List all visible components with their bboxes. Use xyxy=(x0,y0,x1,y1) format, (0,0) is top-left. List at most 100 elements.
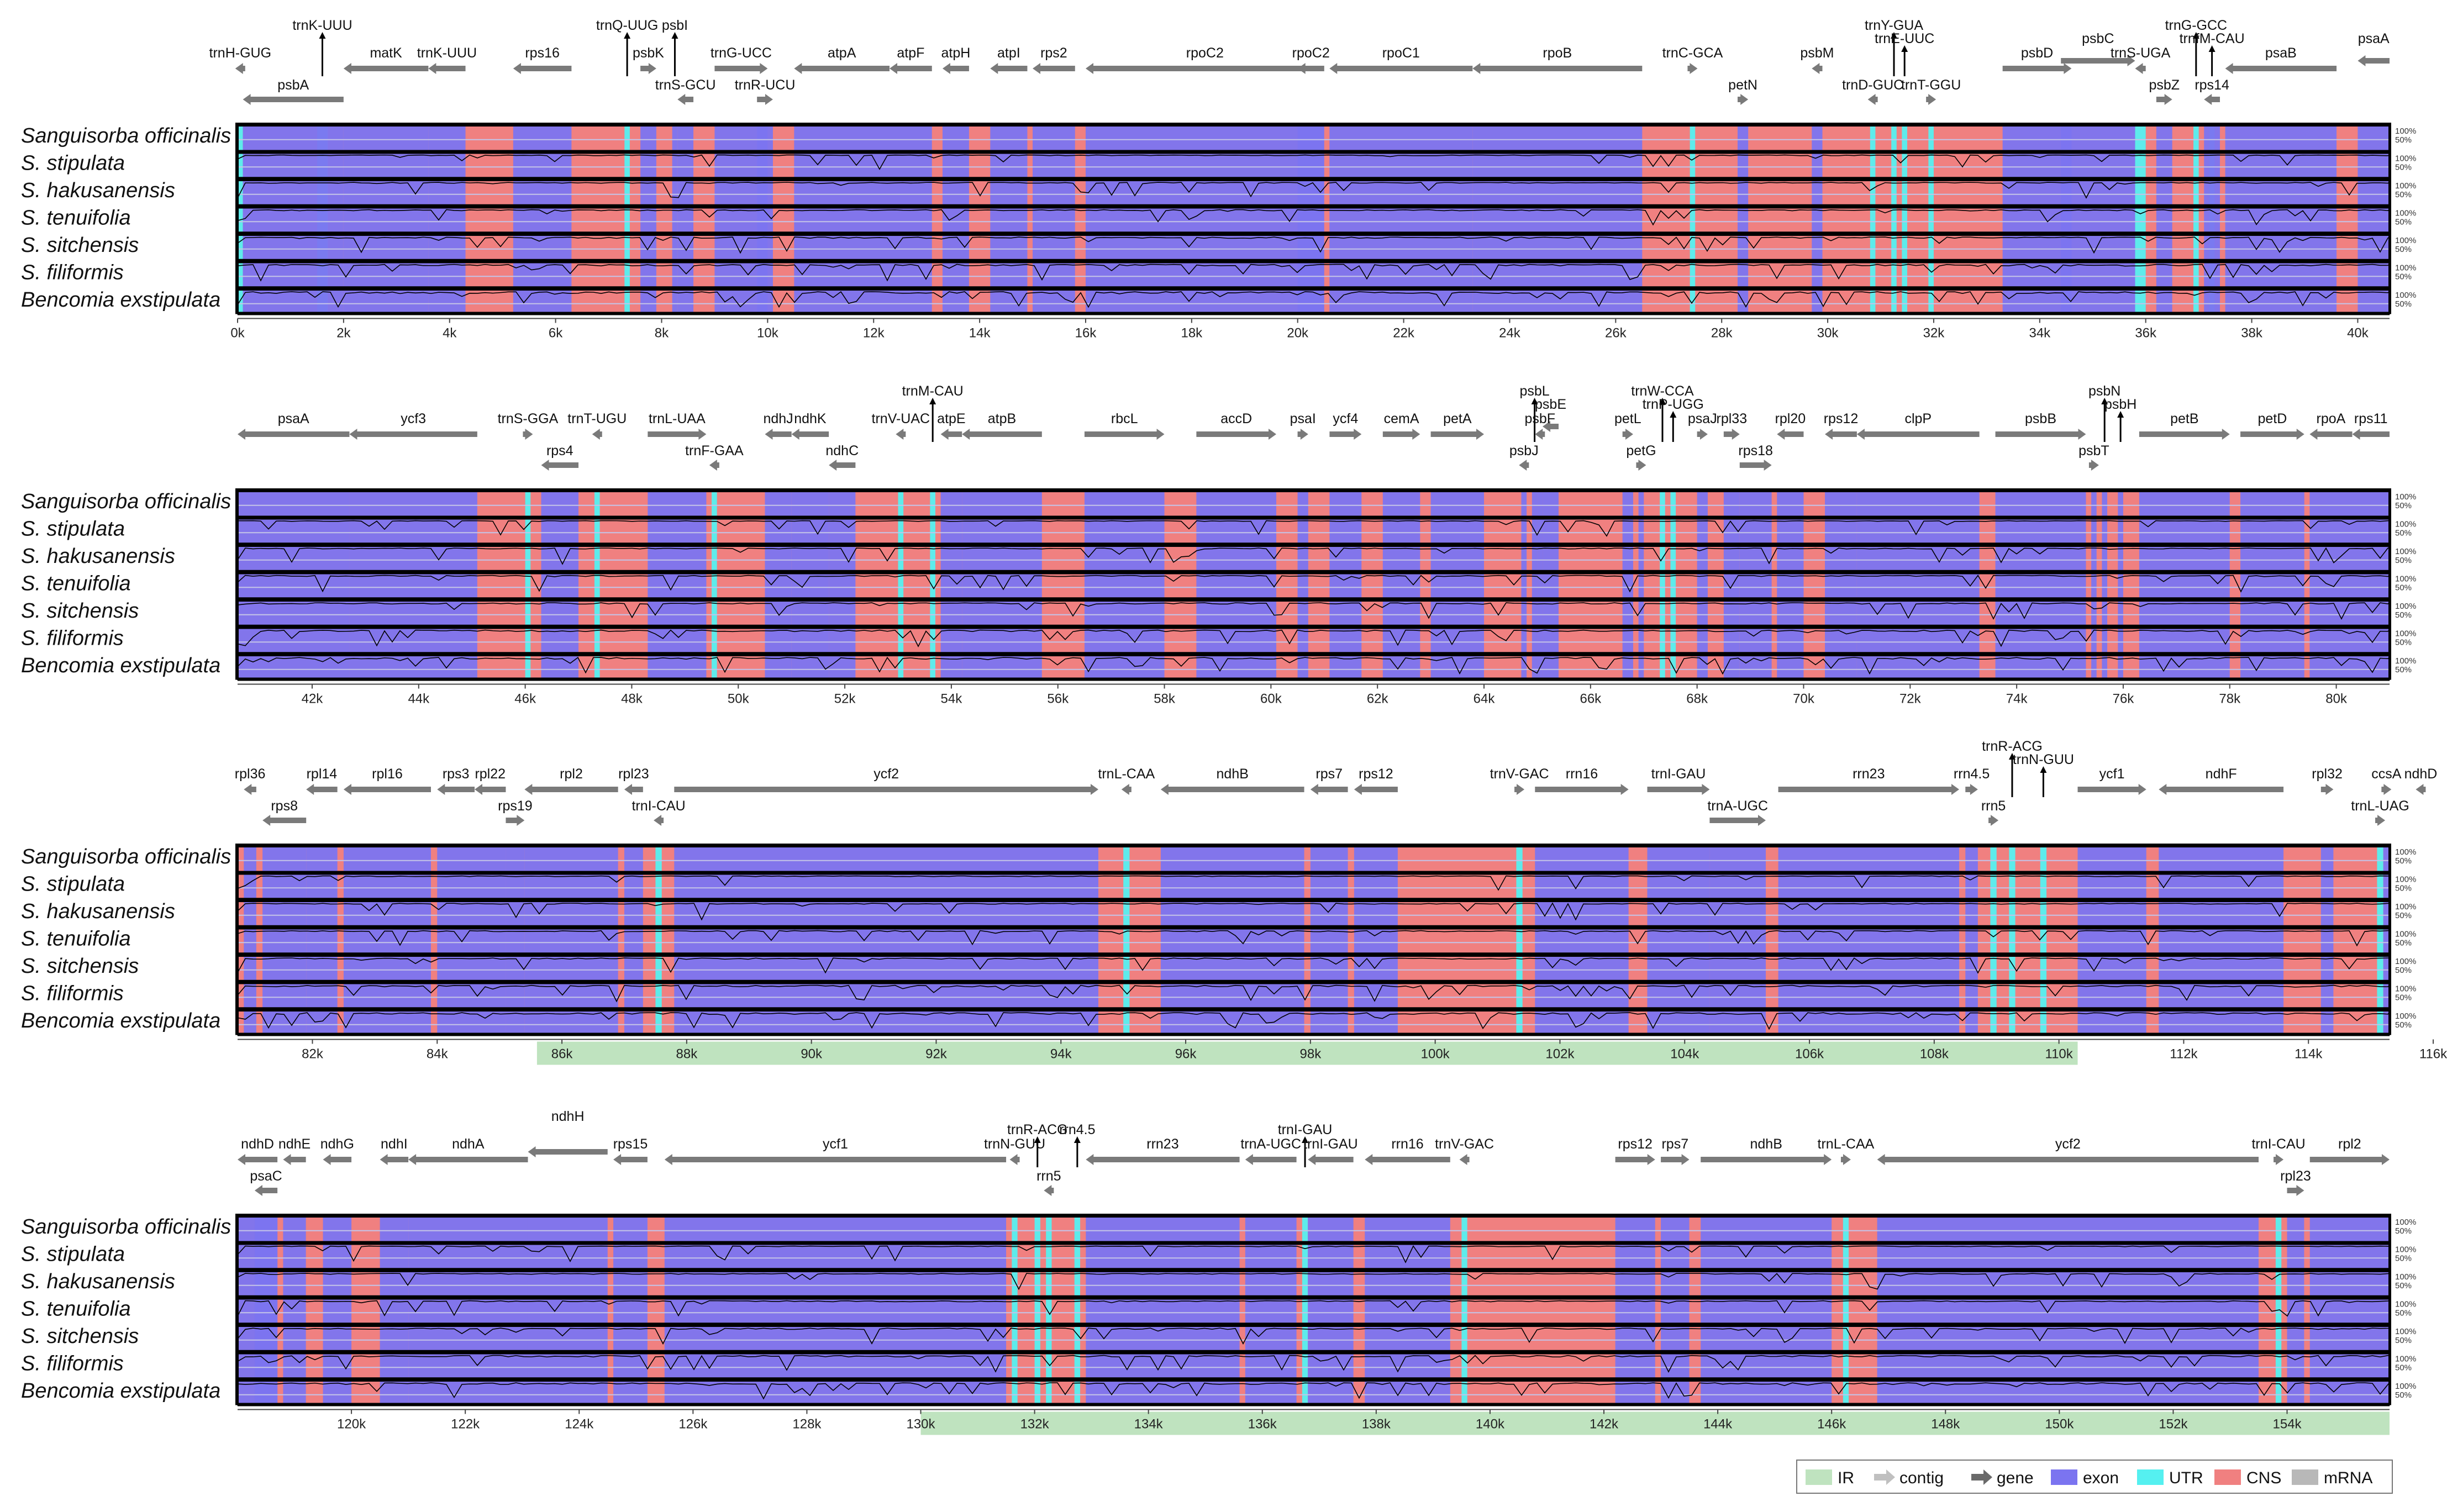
gene-label: psbA xyxy=(277,77,309,93)
gene-arrowhead xyxy=(1638,460,1646,471)
gene-arrow xyxy=(770,431,792,437)
panel-2: 100%50%100%50%100%50%100%50%100%50%100%5… xyxy=(21,383,2416,707)
row-separator xyxy=(238,953,2390,957)
x-tick-label: 26k xyxy=(1605,326,1627,341)
x-tick-label: 32k xyxy=(1923,326,1945,341)
gene-arrowhead xyxy=(319,32,326,39)
conservation-trace xyxy=(237,1245,2390,1269)
exon-block xyxy=(349,488,477,680)
gene-label: psaC xyxy=(250,1168,282,1184)
gene-arrow xyxy=(349,66,429,71)
gene-label: trnR-UCU xyxy=(735,77,796,93)
gene-arrowhead xyxy=(2204,94,2212,105)
exon-block xyxy=(262,844,307,1035)
exon-block xyxy=(513,123,572,314)
gene-arrowhead xyxy=(2357,55,2366,66)
gene-arrowhead xyxy=(2325,784,2334,795)
species-label: S. sitchensis xyxy=(21,599,139,623)
gene-label: atpF xyxy=(897,45,924,61)
gene-arrow xyxy=(533,1149,608,1155)
gene-label: petG xyxy=(1626,443,1656,459)
percent-label-50: 50% xyxy=(2395,1309,2412,1318)
gene-arrowhead xyxy=(1659,398,1666,404)
species-label: S. sitchensis xyxy=(21,1325,139,1348)
x-tick-label: 110k xyxy=(2045,1047,2074,1062)
panel-3: 100%50%100%50%100%50%100%50%100%50%100%5… xyxy=(21,739,2447,1065)
exon-block xyxy=(2102,488,2108,680)
gene-arrowhead xyxy=(1681,1154,1690,1165)
species-label: S. stipulata xyxy=(21,152,125,175)
percent-label-50: 50% xyxy=(2395,556,2412,565)
species-label: S. tenuifolia xyxy=(21,1298,131,1321)
gene-label: rpl20 xyxy=(1775,411,1806,426)
exon-block xyxy=(323,1214,352,1405)
gene-label: rrn5 xyxy=(1981,798,2006,814)
exon-block xyxy=(1647,844,1710,1035)
x-tick-label: 78k xyxy=(2219,692,2241,707)
gene-arrowhead xyxy=(760,63,768,74)
gene-label: rps11 xyxy=(2354,411,2388,426)
conservation-trace xyxy=(237,574,2390,598)
gene-arrowhead xyxy=(1732,429,1740,440)
exon-block xyxy=(1670,488,1676,680)
gene-label: ndhH xyxy=(551,1109,585,1124)
species-label: S. hakusanensis xyxy=(21,1270,175,1293)
gene-label: trnY-GUA xyxy=(1865,18,1923,33)
x-tick-label: 88k xyxy=(676,1047,698,1062)
gene-arrowhead xyxy=(648,63,656,74)
x-tick-label: 92k xyxy=(925,1047,948,1062)
exon-block xyxy=(408,1214,528,1405)
gene-arrowhead xyxy=(524,784,533,795)
exon-block xyxy=(613,1214,648,1405)
x-tick-label: 126k xyxy=(678,1417,708,1432)
gene-label: rrn5 xyxy=(1036,1168,1061,1184)
exon-block xyxy=(243,123,344,314)
exon-block xyxy=(437,844,475,1035)
gene-label: ycf2 xyxy=(2055,1136,2081,1152)
exon-block xyxy=(1856,488,1980,680)
gene-arrowhead xyxy=(2192,32,2199,39)
gene-arrow xyxy=(1370,1157,1450,1162)
legend-swatch xyxy=(2292,1469,2318,1485)
gene-arrowhead xyxy=(1928,94,1936,105)
legend-swatch xyxy=(1806,1469,1832,1485)
percent-label-50: 50% xyxy=(2395,856,2412,866)
exon-block xyxy=(380,1214,409,1405)
gene-arrowhead xyxy=(624,32,631,39)
exon-block xyxy=(1739,488,1772,680)
percent-label-50: 50% xyxy=(2395,1363,2412,1373)
exon-block xyxy=(2077,844,2146,1035)
gene-arrowhead xyxy=(1329,63,1338,74)
gene-label: trnS-GCU xyxy=(655,77,716,93)
x-tick-label: 74k xyxy=(2006,692,2028,707)
row-separator xyxy=(238,652,2390,656)
x-tick-label: 48k xyxy=(621,692,643,707)
gene-arrow xyxy=(243,1157,278,1162)
exon-block xyxy=(1033,123,1075,314)
gene-label: ndhE xyxy=(278,1136,311,1152)
x-tick-label: 18k xyxy=(1181,326,1203,341)
gene-arrowhead xyxy=(238,429,245,440)
gene-arrow xyxy=(312,787,338,792)
gene-label: ndhG xyxy=(320,1136,354,1152)
percent-label-50: 50% xyxy=(2395,1020,2412,1030)
gene-arrowhead xyxy=(1702,784,1710,795)
gene-arrowhead xyxy=(2296,429,2304,440)
gene-arrow xyxy=(948,66,969,71)
percent-label-50: 50% xyxy=(2395,665,2412,675)
exon-block xyxy=(1430,488,1485,680)
gene-arrow xyxy=(414,1157,528,1162)
conservation-trace xyxy=(237,181,2390,206)
gene-arrowhead xyxy=(2040,766,2047,773)
x-tick-label: 40k xyxy=(2347,326,2369,341)
gene-arrowhead xyxy=(942,63,950,74)
x-tick-label: 120k xyxy=(337,1417,366,1432)
gene-arrow xyxy=(1709,818,1761,823)
gene-arrowhead xyxy=(349,429,357,440)
gene-arrowhead xyxy=(262,815,271,826)
x-tick-label: 130k xyxy=(906,1417,935,1432)
gene-label: trnH-GUG xyxy=(209,45,272,61)
gene-arrow xyxy=(1615,1157,1650,1162)
x-tick-label: 134k xyxy=(1134,1417,1164,1432)
exon-block xyxy=(1085,123,1324,314)
